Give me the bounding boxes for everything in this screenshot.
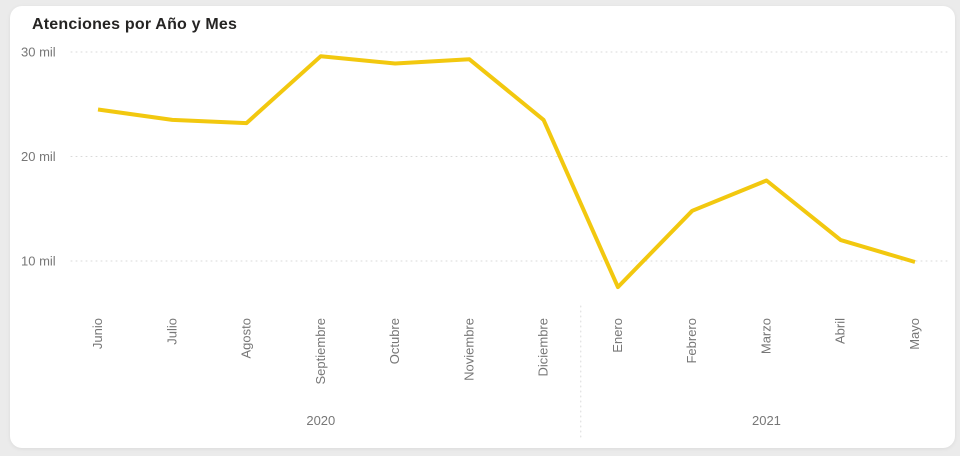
x-axis-month-label: Diciembre [536,318,551,377]
x-axis-month-label: Febrero [684,318,699,364]
x-axis-month-label: Mayo [907,318,922,350]
chart-title: Atenciones por Año y Mes [32,16,238,33]
x-axis-month-label: Enero [610,318,625,353]
x-axis-month-label: Noviembre [461,318,476,381]
y-axis-tick-label: 30 mil [21,45,56,60]
x-axis-year-label: 2021 [752,413,781,428]
x-axis-month-label: Octubre [387,318,402,364]
x-axis-year-label: 2020 [306,413,335,428]
y-axis-tick-label: 20 mil [21,149,56,164]
x-axis-month-label: Abril [833,318,848,344]
x-axis-month-label: Marzo [758,318,773,354]
x-axis-month-label: Julio [164,318,179,345]
x-axis-month-label: Agosto [239,318,254,358]
chart-card: Atenciones por Año y Mes [10,6,955,448]
data-line-atenciones[interactable] [97,54,916,290]
x-axis-month-label: Septiembre [313,318,328,384]
y-axis-tick-label: 10 mil [21,254,56,269]
x-axis-month-label: Junio [90,318,105,349]
